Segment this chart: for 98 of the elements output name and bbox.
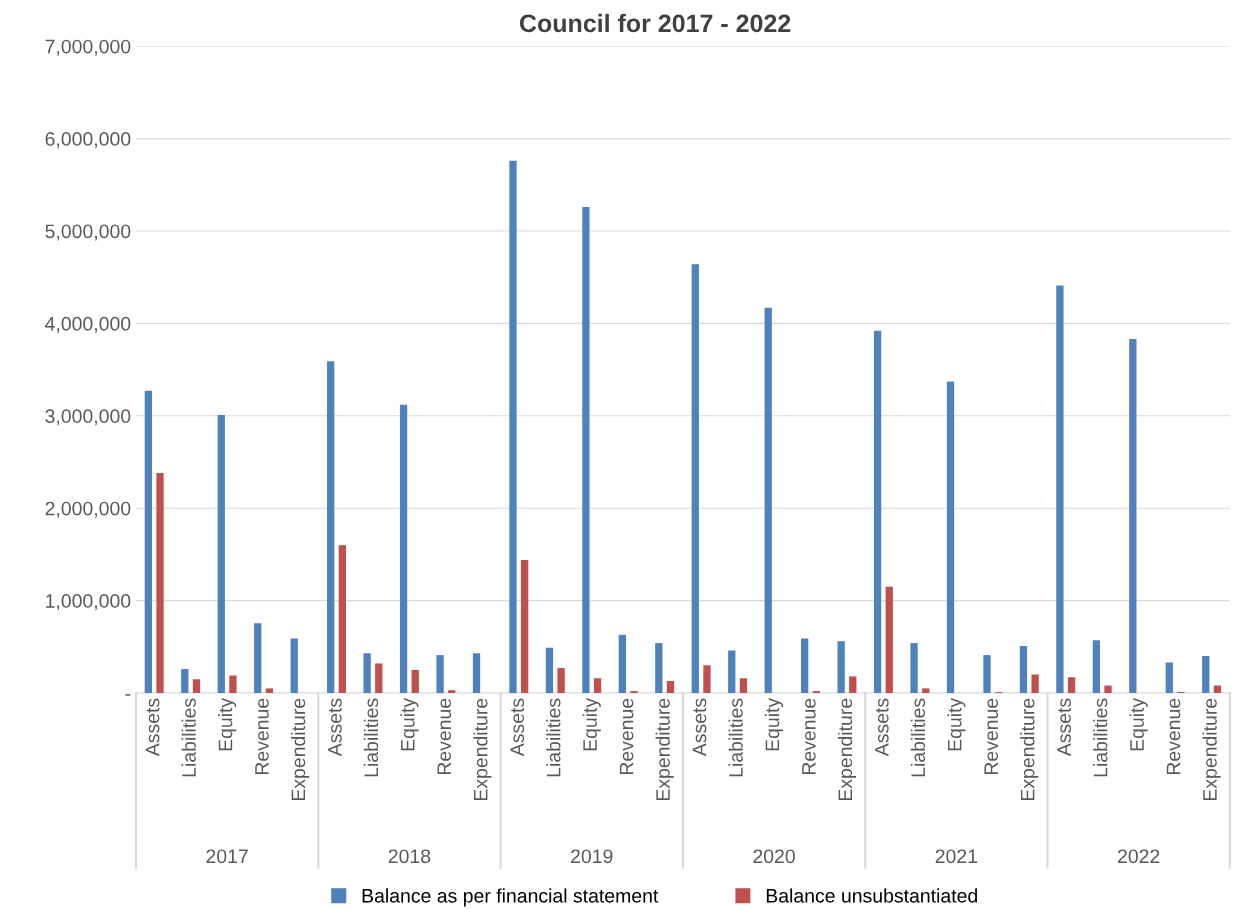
bar <box>338 545 346 693</box>
bar <box>448 690 456 693</box>
bar <box>1202 656 1210 693</box>
bar <box>910 643 918 693</box>
x-tick-label: Revenue <box>802 698 816 775</box>
x-tick-label: Expenditure <box>655 698 674 801</box>
y-tick-label: 1,000,000 <box>46 594 131 611</box>
bar <box>655 643 663 693</box>
bar <box>545 647 554 693</box>
bar <box>983 655 991 693</box>
bar <box>1056 285 1064 693</box>
bar <box>1165 662 1173 693</box>
x-tick-label: Equity <box>1129 697 1148 751</box>
bar <box>885 586 893 693</box>
y-tick-label: 5,000,000 <box>45 224 131 241</box>
bar <box>254 623 262 693</box>
text: 2017 <box>206 849 248 864</box>
bar <box>946 381 955 693</box>
bar <box>192 679 201 693</box>
bar <box>1129 339 1137 693</box>
x-tick-label: Liabilities <box>1093 698 1108 777</box>
bar <box>411 669 419 693</box>
bar <box>521 559 529 693</box>
x-tick-label: Liabilities <box>181 698 196 777</box>
x-tick-label: Revenue <box>1166 698 1181 775</box>
bar <box>728 650 736 693</box>
x-tick-label: Equity <box>764 697 784 751</box>
legend-label: Balance unsubstantiated <box>766 888 977 903</box>
bar <box>1067 677 1076 693</box>
bar <box>1092 640 1101 693</box>
text: 2021 <box>935 849 978 864</box>
bar <box>181 668 189 693</box>
x-tick-label: Liabilities <box>363 698 379 777</box>
bar <box>593 678 602 693</box>
text: 2019 <box>571 849 613 864</box>
legend-label: Balance as per financial statement <box>362 888 659 907</box>
x-tick-label: Assets <box>328 698 342 757</box>
x-tick-label: Expenditure <box>1020 698 1039 801</box>
x-tick-label: Equity <box>947 697 966 751</box>
bar <box>217 414 225 693</box>
x-tick-label: Equity <box>582 697 601 751</box>
bar <box>229 675 237 693</box>
bar <box>144 390 152 693</box>
x-tick-label: Revenue <box>437 698 452 775</box>
bar <box>1019 645 1028 693</box>
y-tick-label: 7,000,000 <box>45 39 131 56</box>
bar <box>703 665 711 693</box>
x-tick-label: Assets <box>1057 698 1071 757</box>
x-tick-label: Expenditure <box>290 698 310 801</box>
bar <box>849 676 857 693</box>
bar <box>265 688 274 693</box>
bar <box>739 678 748 693</box>
x-tick-label: Revenue <box>255 698 269 775</box>
y-tick-label: 4,000,000 <box>45 316 131 333</box>
bar <box>837 641 845 693</box>
y-tick-label: 3,000,000 <box>45 409 131 426</box>
text: 2020 <box>753 849 795 864</box>
bar <box>290 638 298 693</box>
x-tick-label: Assets <box>145 698 160 757</box>
bar <box>509 160 517 693</box>
bar <box>557 668 565 693</box>
x-tick-label: Liabilities <box>546 698 561 777</box>
x-tick-label: Expenditure <box>1202 698 1221 801</box>
y-tick-label: 6,000,000 <box>45 132 131 149</box>
x-tick-label: Expenditure <box>473 698 492 801</box>
bar <box>666 680 675 693</box>
bar <box>582 206 590 693</box>
x-tick-label: Liabilities <box>910 698 926 777</box>
x-tick-label: Assets <box>510 698 525 757</box>
bar <box>156 473 164 693</box>
bar <box>1213 685 1222 693</box>
y-tick-label: 2,000,000 <box>45 501 131 518</box>
y-tick-label: - <box>125 694 131 696</box>
bar <box>922 688 930 693</box>
bar <box>436 655 444 693</box>
bar <box>1104 685 1112 693</box>
bar <box>1031 674 1039 693</box>
bar <box>399 404 408 693</box>
x-tick-label: Revenue <box>619 698 634 775</box>
x-tick-label: Revenue <box>984 698 999 775</box>
bar <box>363 653 371 693</box>
bar <box>801 638 809 693</box>
text: 2018 <box>388 849 431 864</box>
bar <box>764 307 772 693</box>
bar <box>327 361 335 693</box>
x-tick-label: Equity <box>218 697 237 751</box>
bar <box>618 634 627 693</box>
x-tick-label: Assets <box>692 698 707 757</box>
x-tick-label: Liabilities <box>728 698 743 777</box>
bar <box>873 330 882 693</box>
text: 2022 <box>1118 849 1160 864</box>
x-tick-label: Assets <box>875 698 889 757</box>
bar <box>691 264 699 693</box>
bar <box>472 653 481 693</box>
x-tick-label: Equity <box>400 697 419 751</box>
bar <box>375 663 383 693</box>
x-tick-label: Expenditure <box>837 698 857 801</box>
chart-title: Council for 2017 - 2022 <box>519 13 791 33</box>
